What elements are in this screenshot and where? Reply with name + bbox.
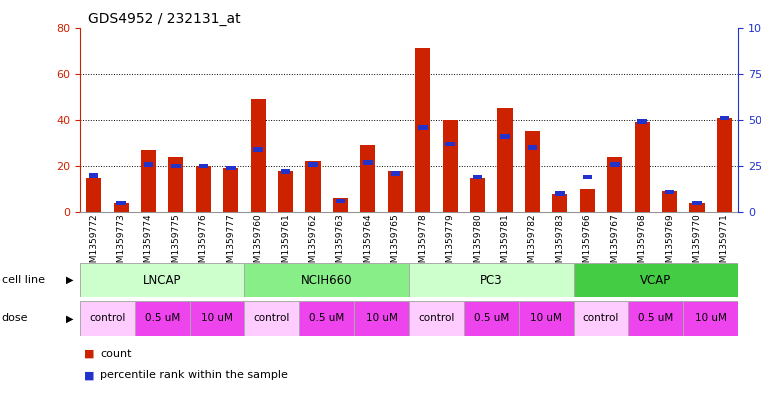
Bar [574, 263, 738, 297]
Bar [720, 116, 729, 120]
Text: ▶: ▶ [66, 313, 74, 323]
Text: 10 uM: 10 uM [366, 313, 397, 323]
Bar [278, 171, 293, 212]
Bar [418, 125, 428, 130]
Bar [519, 301, 574, 336]
Bar [635, 122, 650, 212]
Bar [363, 160, 373, 165]
Bar [470, 178, 486, 212]
Text: 0.5 uM: 0.5 uM [638, 313, 673, 323]
Bar [336, 199, 345, 204]
Bar [244, 301, 299, 336]
Bar [638, 119, 647, 124]
Bar [409, 301, 464, 336]
Bar [80, 263, 244, 297]
Bar [629, 301, 683, 336]
Text: VCAP: VCAP [640, 274, 671, 286]
Bar [281, 169, 291, 174]
Bar [113, 203, 129, 212]
Bar [445, 141, 455, 146]
Bar [196, 166, 211, 212]
Bar [354, 301, 409, 336]
Text: control: control [89, 313, 126, 323]
Text: 10 uM: 10 uM [201, 313, 233, 323]
Bar [305, 162, 320, 212]
Text: 0.5 uM: 0.5 uM [473, 313, 509, 323]
Bar [171, 164, 180, 168]
Text: PC3: PC3 [480, 274, 502, 286]
Bar [580, 189, 595, 212]
Bar [464, 301, 519, 336]
Bar [443, 120, 457, 212]
Bar [144, 162, 153, 167]
Text: dose: dose [2, 313, 28, 323]
Text: 0.5 uM: 0.5 uM [309, 313, 345, 323]
Text: count: count [100, 349, 132, 359]
Text: ■: ■ [84, 349, 94, 359]
Bar [525, 131, 540, 212]
Text: 10 uM: 10 uM [695, 313, 727, 323]
Text: GDS4952 / 232131_at: GDS4952 / 232131_at [88, 12, 240, 26]
Bar [498, 108, 513, 212]
Bar [116, 201, 126, 205]
Bar [665, 189, 674, 194]
Bar [86, 178, 101, 212]
Bar [299, 301, 354, 336]
Bar [141, 150, 156, 212]
Bar [409, 263, 574, 297]
Bar [662, 191, 677, 212]
Text: control: control [253, 313, 290, 323]
Bar [244, 263, 409, 297]
Bar [552, 194, 568, 212]
Text: ■: ■ [84, 370, 94, 380]
Bar [610, 162, 619, 167]
Text: 0.5 uM: 0.5 uM [145, 313, 180, 323]
Bar [135, 301, 189, 336]
Bar [226, 165, 236, 170]
Text: percentile rank within the sample: percentile rank within the sample [100, 370, 288, 380]
Bar [89, 173, 98, 178]
Bar [607, 157, 622, 212]
Bar [527, 145, 537, 150]
Bar [361, 145, 375, 212]
Bar [250, 99, 266, 212]
Bar [717, 118, 732, 212]
Bar [199, 164, 208, 168]
Bar [689, 203, 705, 212]
Bar [390, 171, 400, 176]
Text: LNCAP: LNCAP [143, 274, 181, 286]
Bar [308, 162, 318, 167]
Bar [253, 147, 263, 152]
Bar [574, 301, 629, 336]
Bar [416, 48, 430, 212]
Bar [189, 301, 244, 336]
Bar [683, 301, 738, 336]
Bar [333, 198, 348, 212]
Text: 10 uM: 10 uM [530, 313, 562, 323]
Bar [582, 175, 592, 180]
Bar [223, 168, 238, 212]
Bar [388, 171, 403, 212]
Bar [500, 134, 510, 139]
Text: control: control [583, 313, 619, 323]
Text: NCIH660: NCIH660 [301, 274, 352, 286]
Bar [693, 201, 702, 205]
Text: ▶: ▶ [66, 275, 74, 285]
Bar [168, 157, 183, 212]
Bar [80, 301, 135, 336]
Text: control: control [419, 313, 454, 323]
Text: cell line: cell line [2, 275, 45, 285]
Bar [555, 191, 565, 196]
Bar [473, 175, 482, 180]
